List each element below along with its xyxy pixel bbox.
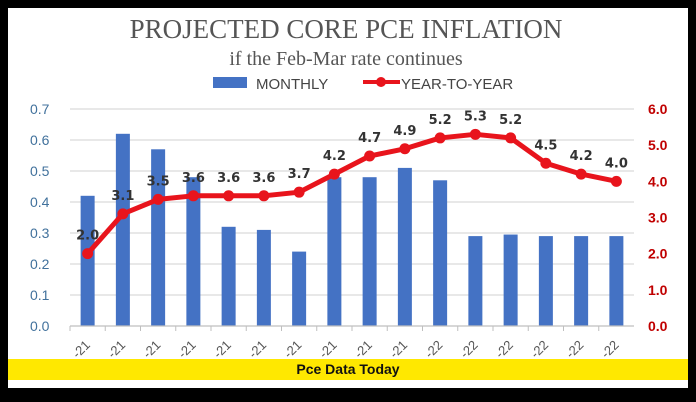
yoy-data-label: 5.3 [464, 109, 487, 124]
yoy-data-label: 3.6 [217, 171, 240, 186]
yoy-data-label: 4.2 [570, 149, 593, 164]
x-tick-label: -21 [175, 337, 199, 361]
bar [151, 149, 166, 326]
legend-swatch-monthly [213, 77, 247, 88]
y-left-tick-label: 0.2 [30, 256, 50, 272]
yoy-marker [82, 248, 94, 260]
bar [221, 226, 236, 326]
x-tick-label: -21 [140, 337, 164, 361]
bar [397, 167, 412, 326]
y-right-tick-label: 4.0 [648, 173, 668, 189]
bar [609, 236, 624, 326]
yoy-data-label: 3.6 [252, 171, 275, 186]
yoy-marker [575, 168, 587, 180]
x-tick-label: -22 [598, 337, 622, 361]
y-left-tick-label: 0.0 [30, 318, 50, 334]
bar [538, 236, 553, 326]
yoy-marker [117, 208, 129, 220]
legend-label-yoy: YEAR-TO-YEAR [401, 76, 513, 93]
x-axis: -21 -21 -21 -21 -21 -21 -21 -21 -21 -21 -22 -22 -22-… [69, 325, 634, 361]
x-tick-label: -21 [281, 337, 305, 361]
bar [115, 133, 130, 326]
x-tick-label: -21 [351, 337, 375, 361]
y-left-tick-label: 0.4 [30, 194, 50, 210]
yoy-marker [293, 186, 305, 198]
yoy-marker [610, 175, 622, 187]
x-tick-label: -21 [69, 337, 93, 361]
bar [186, 177, 201, 326]
y-left-tick-label: 0.7 [30, 101, 50, 117]
x-tick-label: -22 [563, 337, 587, 361]
yoy-marker [258, 190, 270, 202]
y-axis-left: 0.0 0.1 0.2 0.3 0.4 0.5 0.6 0.7 [30, 101, 50, 334]
x-tick-label: -22 [422, 337, 446, 361]
yoy-line [85, 131, 617, 256]
y-right-tick-label: 3.0 [648, 210, 668, 226]
chart-title: PROJECTED CORE PCE INFLATION [130, 14, 563, 44]
y-left-tick-label: 0.1 [30, 287, 50, 303]
y-right-tick-label: 5.0 [648, 137, 668, 153]
x-tick-label: -21 [386, 337, 410, 361]
bar [574, 236, 589, 326]
legend-label-monthly: MONTHLY [256, 76, 328, 93]
yoy-data-label: 4.2 [323, 149, 346, 164]
yoy-data-label: 2.0 [76, 229, 99, 244]
bar [433, 180, 448, 326]
bar-series-monthly [80, 133, 624, 326]
x-tick-label: -21 [316, 337, 340, 361]
yoy-marker [187, 190, 199, 202]
y-right-tick-label: 1.0 [648, 282, 668, 298]
bar [80, 195, 95, 326]
y-left-tick-label: 0.6 [30, 132, 50, 148]
yoy-data-label: 3.7 [288, 167, 311, 182]
yoy-data-label: 3.6 [182, 171, 205, 186]
y-right-tick-label: 6.0 [648, 101, 668, 117]
bar [468, 236, 483, 326]
x-tick-label: -21 [210, 337, 234, 361]
chart-subtitle: if the Feb-Mar rate continues [229, 48, 462, 70]
yoy-marker [540, 157, 552, 169]
y-right-tick-label: 2.0 [648, 246, 668, 262]
y-axis-right: 0.0 1.0 2.0 3.0 4.0 5.0 6.0 [648, 101, 668, 334]
yoy-marker [399, 143, 411, 155]
y-left-tick-label: 0.3 [30, 225, 50, 241]
banner: Pce Data Today [8, 359, 688, 380]
yoy-marker [223, 190, 235, 202]
yoy-data-label: 3.1 [111, 189, 134, 204]
yoy-marker [505, 132, 517, 144]
bar [503, 234, 518, 326]
yoy-data-label: 4.7 [358, 131, 381, 146]
bar [362, 177, 377, 326]
yoy-marker [152, 193, 164, 205]
legend-swatch-marker [376, 77, 386, 87]
yoy-data-label: 4.0 [605, 156, 628, 171]
x-tick-label: -21 [245, 337, 269, 361]
x-tick-label: -22 [492, 337, 516, 361]
x-tick-label: -22 [527, 337, 551, 361]
legend: MONTHLY YEAR-TO-YEAR [213, 76, 513, 93]
yoy-marker [434, 132, 446, 144]
yoy-marker [364, 150, 376, 162]
y-left-tick-label: 0.5 [30, 163, 50, 179]
yoy-data-label: 4.9 [393, 124, 416, 139]
yoy-marker [469, 128, 481, 140]
yoy-data-label: 4.5 [534, 138, 557, 153]
yoy-data-label: 3.5 [147, 174, 170, 189]
y-right-tick-label: 0.0 [648, 318, 668, 334]
yoy-marker [328, 168, 340, 180]
yoy-data-label: 5.2 [499, 113, 522, 128]
line-series-yoy: 2.0 3.1 3.5 3.6 3.6 3.6 3.7 4.2 4.7 4.9 5.2 5.3 5.2 4… [76, 109, 628, 260]
bar [256, 229, 271, 326]
bar [327, 177, 342, 326]
x-tick-label: -21 [104, 337, 128, 361]
x-tick-label: -22 [457, 337, 481, 361]
yoy-data-label: 5.2 [429, 113, 452, 128]
bar [292, 251, 307, 326]
